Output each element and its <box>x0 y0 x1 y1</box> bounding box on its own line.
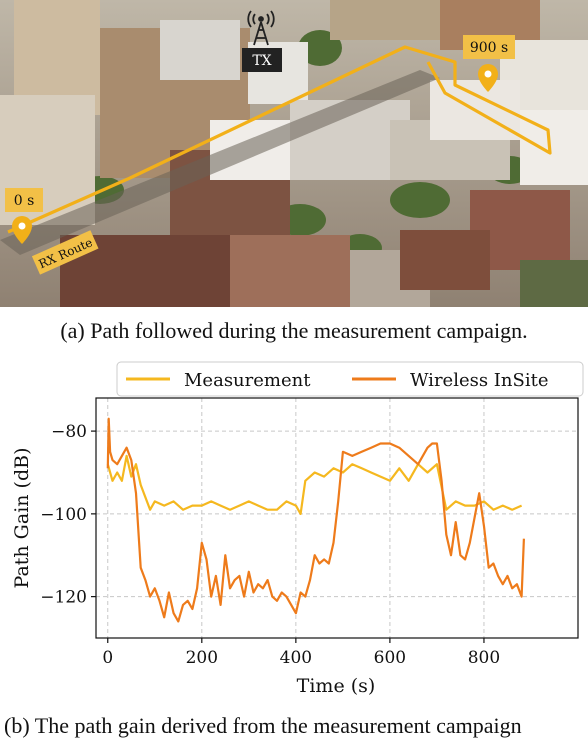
grid <box>96 398 578 638</box>
x-tick-label: 800 <box>468 648 500 668</box>
x-tick-label: 600 <box>374 648 406 668</box>
start-time-badge <box>5 188 43 212</box>
y-axis-label: Path Gain (dB) <box>11 448 33 589</box>
legend-box <box>116 361 584 397</box>
rx-route-badge <box>31 230 99 275</box>
series-line-measurement <box>106 454 523 516</box>
caption-b: (b) The path gain derived from the measu… <box>4 713 522 738</box>
start-time-label: 0 s <box>14 193 35 209</box>
path-gain-chart: 0 200 400 600 800 −80 −100 −120 Time (s) Path G… <box>11 361 584 697</box>
end-time-badge <box>463 35 515 59</box>
tx-tower-icon <box>247 10 275 46</box>
y-tick-label: −100 <box>40 505 87 525</box>
caption-a: (a) Path followed during the measurement… <box>60 318 528 343</box>
plot-frame <box>95 397 579 639</box>
tx-label-box <box>242 48 282 72</box>
x-tick-label: 400 <box>280 648 312 668</box>
rail-corridor <box>0 70 440 255</box>
end-pin-icon <box>478 64 498 92</box>
rx-route-path <box>7 45 552 234</box>
x-tick-label: 200 <box>186 648 218 668</box>
legend-label-measurement: Measurement <box>184 370 311 391</box>
start-pin-icon <box>12 216 32 244</box>
series-lines <box>106 417 525 623</box>
aerial-photo: TX 0 s 900 s RX Route <box>0 0 588 307</box>
legend-label-wireless-insite: Wireless InSite <box>410 370 548 391</box>
y-tick-label: −80 <box>51 422 87 442</box>
x-tick-label: 0 <box>102 648 113 668</box>
tx-label: TX <box>252 53 271 69</box>
legend: Measurement Wireless InSite <box>116 361 584 397</box>
end-time-label: 900 s <box>470 40 508 56</box>
y-tick-label: −120 <box>40 588 87 608</box>
series-line-wireless-insite <box>106 417 525 623</box>
ticks: 0 200 400 600 800 −80 −100 −120 <box>40 422 500 668</box>
x-axis-label: Time (s) <box>297 675 376 697</box>
